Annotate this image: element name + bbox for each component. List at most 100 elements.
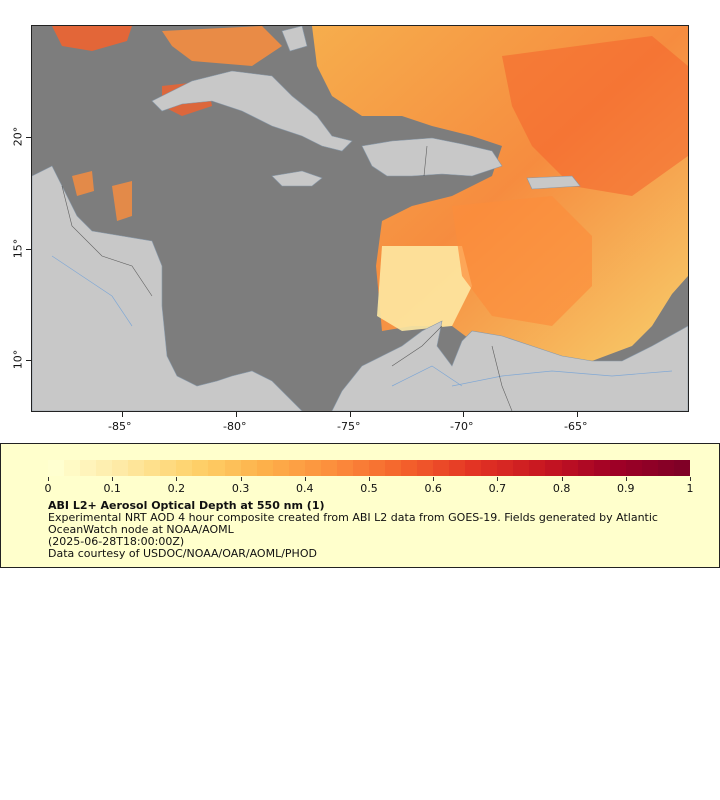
legend-timestamp: (2025-06-28T18:00:00Z) [48, 535, 185, 548]
colorbar-segment [320, 460, 337, 476]
colorbar-tick-mark [240, 477, 242, 481]
colorbar-tick-label: 0.3 [231, 482, 250, 495]
lon-tick-mark [577, 412, 578, 417]
aod-field-central-orange [452, 196, 592, 326]
colorbar-segment [481, 460, 498, 476]
aod-patch-nw2 [162, 26, 282, 66]
colorbar-segment [449, 460, 466, 476]
colorbar-segment [80, 460, 97, 476]
colorbar-segment [272, 460, 289, 476]
colorbar [48, 460, 690, 476]
colorbar-segment [128, 460, 145, 476]
colorbar-tick-label: 0.2 [167, 482, 186, 495]
colorbar-segment [529, 460, 546, 476]
lat-tick-mark [26, 137, 31, 138]
colorbar-tick-mark [304, 477, 306, 481]
colorbar-tick-mark [625, 477, 627, 481]
colorbar-segment [561, 460, 578, 476]
land-cuba [151, 70, 353, 152]
lat-tick-mark [26, 360, 31, 361]
colorbar-segment [368, 460, 385, 476]
aod-field-central-light [377, 246, 472, 331]
aod-patch-w2 [72, 171, 94, 196]
colorbar-tick-label: 1 [686, 482, 694, 495]
land-puerto-rico [526, 175, 581, 190]
aod-patch-nw1 [52, 26, 132, 51]
legend-panel: 0 0.1 0.2 0.3 0.4 0.5 0.6 0.7 0.8 0.9 1 ABI L2+ Ae… [0, 443, 720, 568]
colorbar-segment [160, 460, 177, 476]
colorbar-segment [641, 460, 658, 476]
lon-tick-label: -85° [108, 420, 132, 433]
land-bahamas [281, 26, 308, 52]
colorbar-tick-label: 0.8 [552, 482, 571, 495]
colorbar-tick-label: 0.7 [488, 482, 507, 495]
colorbar-tick-label: 0.4 [296, 482, 314, 495]
colorbar-segment [48, 460, 65, 476]
colorbar-tick-mark [561, 477, 563, 481]
colorbar-tick-mark [433, 477, 435, 481]
map-canvas [32, 26, 688, 411]
land-south-america [331, 320, 688, 411]
lon-tick-mark [350, 412, 351, 417]
colorbar-segment [465, 460, 482, 476]
colorbar-tick-label: 0.9 [617, 482, 635, 495]
colorbar-segment [336, 460, 353, 476]
legend-credit: Data courtesy of USDOC/NOAA/OAR/AOML/PHO… [48, 547, 317, 560]
aod-patch-w1 [112, 181, 132, 221]
colorbar-segment [240, 460, 257, 476]
colorbar-segment [577, 460, 594, 476]
colorbar-segment [112, 460, 129, 476]
colorbar-segment [593, 460, 610, 476]
colorbar-tick-mark [176, 477, 178, 481]
lon-tick-label: -65° [564, 420, 588, 433]
legend-text: ABI L2+ Aerosol Optical Depth at 550 nm … [48, 500, 688, 560]
colorbar-segment [625, 460, 642, 476]
colorbar-segment [513, 460, 530, 476]
colorbar-segment [64, 460, 81, 476]
river-2 [451, 370, 673, 387]
colorbar-segment [352, 460, 369, 476]
colorbar-tick-label: 0.1 [103, 482, 121, 495]
river-3 [391, 365, 463, 387]
lon-tick-label: -75° [337, 420, 361, 433]
colorbar-tick-mark [48, 477, 49, 481]
colorbar-segment [256, 460, 273, 476]
colorbar-segment [288, 460, 305, 476]
lat-tick-label: 10° [11, 349, 25, 370]
river-1 [51, 255, 133, 327]
colorbar-segment [433, 460, 450, 476]
land-hispaniola [361, 137, 503, 177]
colorbar-segment [384, 460, 402, 476]
colorbar-segment [192, 460, 209, 476]
colorbar-segment [673, 460, 690, 476]
legend-title: ABI L2+ Aerosol Optical Depth at 550 nm … [48, 499, 325, 512]
lat-tick-label: 15° [11, 238, 25, 259]
land-jamaica [271, 170, 323, 187]
colorbar-segment [657, 460, 674, 476]
aod-field-east-high [502, 36, 688, 196]
colorbar-segment [224, 460, 241, 476]
border-2 [391, 325, 443, 367]
border-3 [491, 345, 513, 411]
colorbar-segment [609, 460, 626, 476]
colorbar-tick-mark [497, 477, 499, 481]
colorbar-segment [96, 460, 113, 476]
colorbar-segment [144, 460, 161, 476]
lon-tick-label: -80° [223, 420, 247, 433]
land-central-america [32, 165, 303, 411]
colorbar-segment [417, 460, 434, 476]
legend-description: Experimental NRT AOD 4 hour composite cr… [48, 511, 658, 536]
colorbar-segment [401, 460, 418, 476]
colorbar-segment [176, 460, 193, 476]
colorbar-tick-label: 0.6 [424, 482, 442, 495]
lon-tick-mark [463, 412, 464, 417]
lon-tick-mark [122, 412, 123, 417]
aod-map [31, 25, 689, 412]
border-4 [423, 145, 428, 177]
colorbar-tick-label: 0.5 [360, 482, 378, 495]
lon-tick-label: -70° [450, 420, 474, 433]
colorbar-tick-mark [369, 477, 370, 481]
colorbar-tick-mark [112, 477, 114, 481]
border-1 [61, 185, 153, 297]
colorbar-segment [497, 460, 514, 476]
